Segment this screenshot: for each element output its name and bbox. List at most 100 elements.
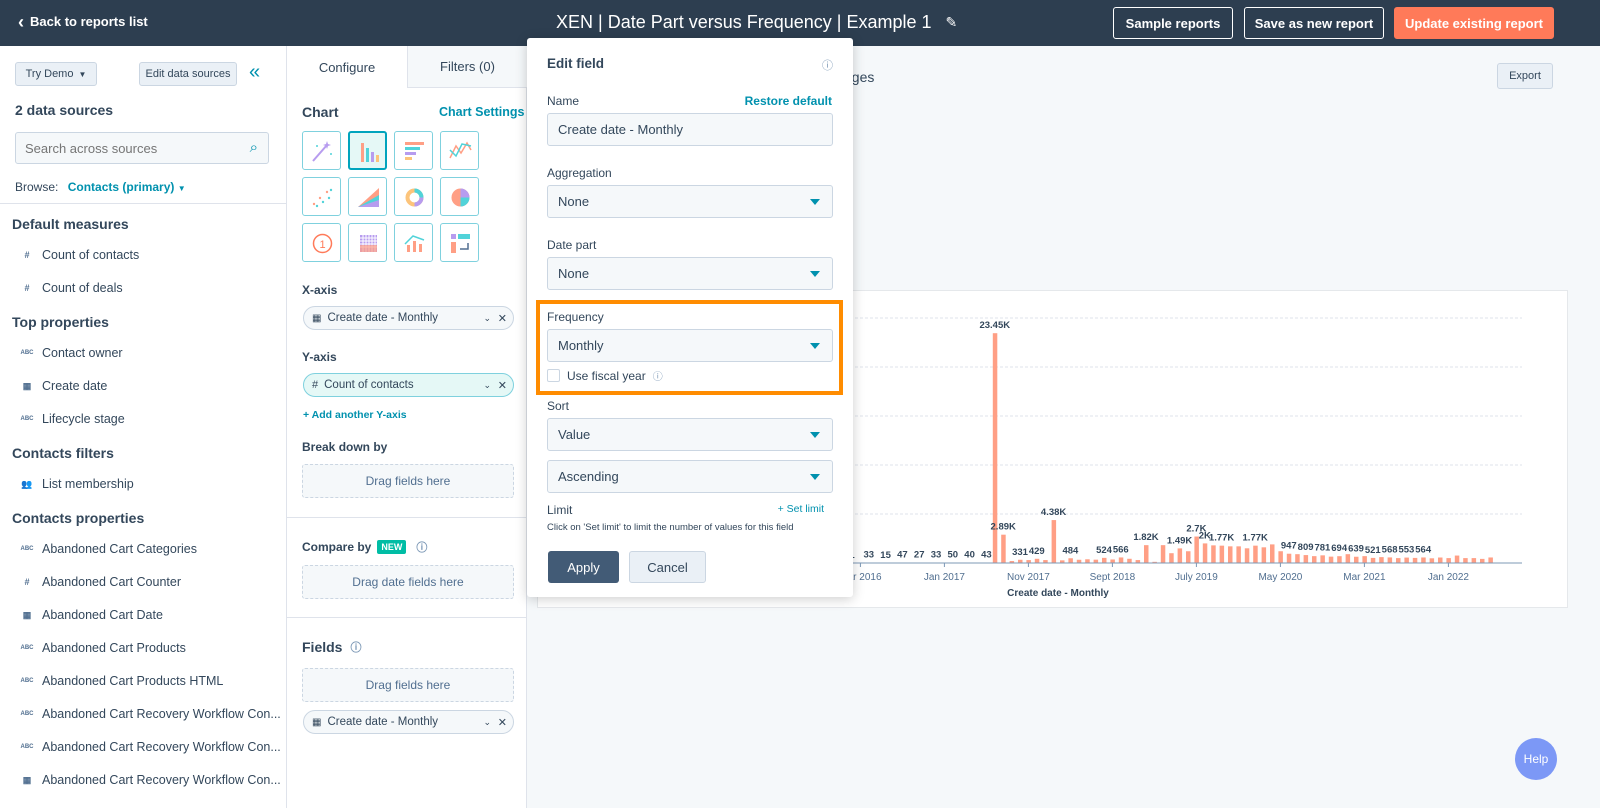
- y-axis-field-pill[interactable]: # Count of contacts ⌄ ✕: [303, 373, 514, 397]
- apply-button[interactable]: Apply: [548, 551, 619, 583]
- bar[interactable]: [1328, 556, 1334, 563]
- search-input[interactable]: [16, 133, 226, 163]
- bar[interactable]: [1446, 558, 1451, 563]
- bar[interactable]: [1488, 557, 1493, 563]
- bar[interactable]: [1135, 560, 1141, 563]
- bar[interactable]: [1009, 561, 1015, 563]
- bar[interactable]: [1236, 546, 1241, 563]
- bar[interactable]: [1270, 544, 1275, 563]
- bar[interactable]: [1463, 558, 1468, 563]
- bar[interactable]: [1396, 558, 1401, 563]
- tab-filters[interactable]: Filters (0): [407, 46, 527, 88]
- search-icon[interactable]: ⌕: [249, 139, 258, 156]
- bar[interactable]: [1144, 545, 1149, 563]
- restore-default-link[interactable]: Restore default: [744, 94, 832, 108]
- property-item[interactable]: ABC Abandoned Cart Categories: [18, 542, 197, 556]
- bar[interactable]: [1169, 553, 1174, 563]
- bar[interactable]: [1471, 558, 1477, 563]
- chart-type-donut[interactable]: [394, 177, 433, 216]
- chevron-down-icon[interactable]: ⌄: [483, 716, 491, 727]
- bar[interactable]: [1127, 558, 1132, 563]
- bar[interactable]: [1480, 558, 1485, 563]
- bar[interactable]: [1379, 557, 1384, 563]
- info-icon[interactable]: ⓘ: [416, 542, 428, 554]
- bar[interactable]: [1152, 561, 1157, 563]
- property-item[interactable]: ▦ Abandoned Cart Date: [18, 608, 163, 622]
- chart-type-summary[interactable]: [440, 223, 479, 262]
- update-existing-report-button[interactable]: Update existing report: [1394, 7, 1554, 39]
- chevron-down-icon[interactable]: ⌄: [483, 312, 491, 323]
- bar[interactable]: [1219, 545, 1225, 563]
- property-item[interactable]: ▦ Abandoned Cart Recovery Workflow Con...: [18, 773, 281, 787]
- x-axis-field-pill[interactable]: ▦ Create date - Monthly ⌄ ✕: [303, 306, 514, 330]
- bar[interactable]: [1060, 560, 1065, 563]
- collapse-sidebar-icon[interactable]: «: [249, 61, 261, 83]
- tab-configure[interactable]: Configure: [318, 59, 376, 75]
- save-as-new-report-button[interactable]: Save as new report: [1244, 7, 1384, 39]
- field-pill[interactable]: ▦ Create date - Monthly ⌄ ✕: [303, 710, 514, 734]
- browse-selector[interactable]: Browse: Contacts (primary) ▼: [15, 180, 186, 194]
- cancel-button[interactable]: Cancel: [629, 551, 706, 583]
- property-item[interactable]: ABC Abandoned Cart Recovery Workflow Con.…: [18, 707, 281, 721]
- bar[interactable]: [1018, 559, 1023, 563]
- bar[interactable]: [1387, 557, 1393, 563]
- property-item[interactable]: # Count of deals: [18, 281, 122, 295]
- frequency-select[interactable]: Monthly: [547, 329, 833, 362]
- bar[interactable]: [1211, 545, 1216, 563]
- bar[interactable]: [1320, 555, 1325, 563]
- bar[interactable]: [1454, 555, 1460, 563]
- bar[interactable]: [1068, 558, 1073, 563]
- bar[interactable]: [1261, 547, 1267, 563]
- bar[interactable]: [1085, 559, 1090, 563]
- close-icon[interactable]: ✕: [497, 716, 507, 729]
- chart-type-pivot-table[interactable]: [348, 223, 387, 262]
- bar[interactable]: [1076, 559, 1082, 563]
- chart-type-scatter[interactable]: [302, 177, 341, 216]
- break-down-dropzone[interactable]: Drag fields here: [302, 464, 514, 498]
- bar[interactable]: [1278, 551, 1283, 563]
- bar[interactable]: [1295, 554, 1300, 563]
- bar[interactable]: [1177, 548, 1183, 563]
- bar[interactable]: [992, 333, 998, 563]
- chart-type-kpi[interactable]: 1: [302, 223, 341, 262]
- chart-settings-link[interactable]: Chart Settings: [439, 105, 525, 119]
- close-icon[interactable]: ✕: [497, 312, 507, 325]
- bar[interactable]: [1303, 555, 1309, 563]
- sort-order-select[interactable]: Ascending: [547, 460, 833, 493]
- chart-type-magic-wand[interactable]: [302, 131, 341, 170]
- bar[interactable]: [1001, 534, 1006, 563]
- property-item[interactable]: ▦ Create date: [18, 379, 108, 393]
- bar[interactable]: [1043, 560, 1048, 563]
- sample-reports-button[interactable]: Sample reports: [1113, 7, 1233, 39]
- bar[interactable]: [1228, 546, 1233, 563]
- bar[interactable]: [1370, 557, 1376, 563]
- bar[interactable]: [1194, 536, 1199, 563]
- bar[interactable]: [1026, 560, 1031, 563]
- bar[interactable]: [1118, 557, 1124, 563]
- bar[interactable]: [1051, 520, 1057, 563]
- bar[interactable]: [1110, 559, 1115, 563]
- bar[interactable]: [1186, 551, 1191, 563]
- property-item[interactable]: ABC Abandoned Cart Products: [18, 641, 186, 655]
- search-sources-field[interactable]: ⌕: [15, 132, 269, 164]
- pencil-icon[interactable]: ✎: [945, 14, 958, 30]
- try-demo-dropdown[interactable]: Try Demo ▼: [15, 62, 97, 86]
- bar[interactable]: [1244, 548, 1250, 563]
- property-item[interactable]: 👥 List membership: [18, 477, 133, 491]
- property-item[interactable]: ABC Lifecycle stage: [18, 412, 125, 426]
- bar[interactable]: [1429, 558, 1435, 563]
- bar[interactable]: [1337, 556, 1342, 563]
- bar[interactable]: [1160, 545, 1166, 563]
- chevron-down-icon[interactable]: ⌄: [483, 379, 491, 390]
- add-y-axis-link[interactable]: + Add another Y-axis: [303, 409, 407, 421]
- property-item[interactable]: # Count of contacts: [18, 248, 139, 262]
- sort-select[interactable]: Value: [547, 418, 833, 451]
- bar[interactable]: [1286, 553, 1292, 563]
- aggregation-select[interactable]: None: [547, 185, 833, 218]
- bar[interactable]: [1412, 557, 1418, 563]
- bar[interactable]: [1362, 556, 1367, 563]
- chart-type-area[interactable]: [348, 177, 387, 216]
- property-item[interactable]: # Abandoned Cart Counter: [18, 575, 181, 589]
- chart-type-pie[interactable]: [440, 177, 479, 216]
- compare-by-dropzone[interactable]: Drag date fields here: [302, 565, 514, 599]
